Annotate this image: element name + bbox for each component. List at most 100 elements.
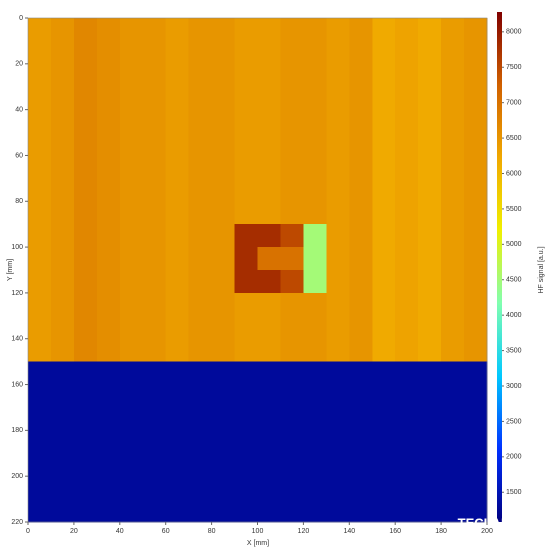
heatmap-cell	[73, 315, 98, 340]
heatmap-cell	[326, 384, 350, 408]
heatmap-cell	[165, 86, 190, 111]
heatmap-cell	[441, 499, 465, 523]
heatmap-cell	[395, 338, 419, 363]
heatmap-cell	[119, 315, 144, 340]
heatmap-cell	[349, 201, 373, 225]
y-tick-label: 180	[11, 427, 23, 434]
heatmap-cell	[395, 178, 419, 202]
x-tick-label: 120	[298, 528, 310, 535]
heatmap-cell	[418, 407, 442, 431]
heatmap-cell	[326, 476, 350, 500]
heatmap-cell	[349, 338, 373, 363]
heatmap-cell	[142, 63, 167, 88]
heatmap-cell	[326, 132, 350, 156]
heatmap-cell	[372, 18, 396, 42]
heatmap-cell	[165, 247, 190, 271]
heatmap-cell	[188, 476, 213, 500]
colorbar-tick-label: 6500	[506, 135, 522, 142]
heatmap-cell	[326, 178, 350, 202]
heatmap-cell	[464, 155, 488, 179]
heatmap-cell	[119, 201, 144, 225]
heatmap-cell	[464, 86, 488, 111]
heatmap-cell	[280, 132, 304, 156]
heatmap-cell	[464, 499, 488, 523]
x-tick-label: 80	[208, 528, 216, 535]
heatmap-cell	[96, 499, 121, 523]
heatmap-cell	[372, 338, 396, 363]
y-tick-label: 120	[11, 290, 23, 297]
colorbar-tick-label: 4500	[506, 277, 522, 284]
heatmap-cell	[211, 178, 236, 202]
heatmap-cell	[142, 499, 167, 523]
heatmap-cell	[119, 270, 144, 294]
heatmap-cell	[73, 155, 98, 179]
heatmap-cell	[349, 155, 373, 179]
x-tick-label: 0	[26, 528, 30, 535]
heatmap-cell	[188, 338, 213, 363]
heatmap-cell	[464, 407, 488, 431]
colorbar-tick-label: 5500	[506, 206, 522, 213]
heatmap-cell	[464, 224, 488, 248]
heatmap-cell	[50, 18, 75, 42]
heatmap-cell	[50, 109, 75, 134]
heatmap-cell	[395, 430, 419, 454]
heatmap-cell	[418, 499, 442, 523]
heatmap-cell	[142, 430, 167, 454]
heatmap-cell	[326, 407, 350, 431]
heatmap-cell	[142, 40, 167, 65]
heatmap-cell	[119, 499, 144, 523]
heatmap-cell	[50, 86, 75, 111]
heatmap-cell	[211, 270, 236, 294]
heatmap-cell	[326, 499, 350, 523]
heatmap-cell	[73, 247, 98, 271]
heatmap-cell	[142, 384, 167, 408]
heatmap-cell	[119, 224, 144, 248]
heatmap-cell	[50, 63, 75, 88]
heatmap-cell	[395, 63, 419, 88]
heatmap-cell	[28, 18, 52, 42]
heatmap-cell	[96, 86, 121, 111]
heatmap-cell	[28, 407, 52, 431]
heatmap-cell	[326, 338, 350, 363]
heatmap-cell	[280, 40, 304, 65]
heatmap-cell	[165, 63, 190, 88]
heatmap-cell	[234, 40, 258, 65]
watermark: TECLAB	[458, 515, 511, 530]
heatmap-cell	[188, 292, 213, 317]
colorbar-tick-label: 7000	[506, 100, 522, 107]
heatmap-cell	[211, 476, 236, 500]
heatmap-cell	[372, 109, 396, 134]
heatmap-cell	[73, 132, 98, 156]
heatmap-cell	[73, 201, 98, 225]
heatmap-cell	[372, 40, 396, 65]
heatmap-cell	[188, 384, 213, 408]
heatmap-cell	[96, 132, 121, 156]
heatmap-cell	[395, 132, 419, 156]
heatmap-cell	[119, 18, 144, 42]
heatmap-cell	[441, 224, 465, 248]
heatmap-cell	[441, 361, 465, 386]
heatmap-cell	[28, 315, 52, 340]
heatmap-cell	[142, 453, 167, 477]
heatmap-cell	[96, 430, 121, 454]
heatmap-cell	[257, 201, 281, 225]
heatmap-cell	[96, 109, 121, 134]
heatmap-cell	[303, 155, 327, 179]
heatmap-cell	[349, 361, 373, 386]
heatmap-cell	[257, 384, 281, 408]
heatmap-cell	[372, 132, 396, 156]
heatmap-cell	[165, 407, 190, 431]
heatmap-cell	[165, 476, 190, 500]
heatmap-cell	[211, 18, 236, 42]
heatmap-cell	[326, 292, 350, 317]
heatmap-cell	[234, 499, 258, 523]
colorbar-tick-label: 3000	[506, 383, 522, 390]
heatmap-cell	[50, 315, 75, 340]
heatmap-cell	[303, 453, 327, 477]
heatmap-cell	[188, 499, 213, 523]
heatmap-cell	[303, 63, 327, 88]
heatmap-cell	[234, 476, 258, 500]
heatmap-cell	[211, 86, 236, 111]
heatmap-cell	[372, 430, 396, 454]
